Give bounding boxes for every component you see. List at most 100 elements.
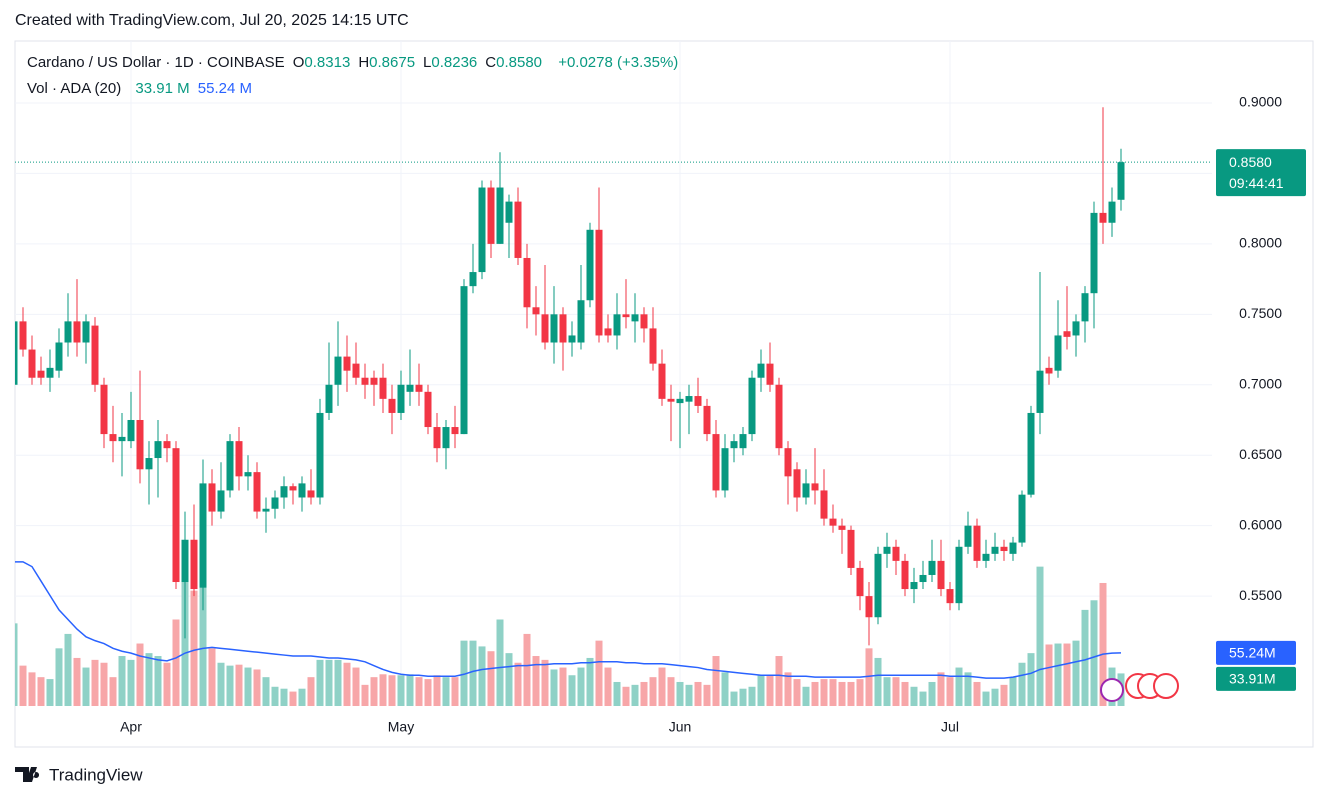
candle-body: [19, 321, 27, 350]
created-note: Created with TradingView.com, Jul 20, 20…: [15, 12, 409, 29]
volume-bar: [415, 677, 423, 706]
volume-ma-value: 55.24 M: [197, 80, 252, 97]
volume-bar: [325, 659, 333, 706]
volume-bar: [379, 674, 387, 706]
volume-bar: [334, 659, 342, 706]
last-price-tag: [1216, 149, 1306, 197]
volume-tag: [1216, 640, 1296, 665]
volume-bar: [127, 659, 135, 706]
candle-body: [1027, 412, 1035, 495]
volume-value: 33.91 M: [135, 80, 190, 97]
volume-bar: [145, 653, 153, 706]
volume-bar: [172, 619, 180, 706]
candle-body: [1018, 494, 1026, 543]
candle-body: [802, 483, 810, 498]
volume-bar: [316, 659, 324, 706]
volume-bar: [226, 665, 234, 706]
logo: TradingView: [15, 765, 143, 784]
volume-bar: [1054, 643, 1062, 706]
candle-body: [298, 483, 306, 498]
candle-body: [415, 384, 423, 392]
candle-body: [586, 229, 594, 301]
candle-body: [262, 508, 270, 512]
candle-body: [82, 321, 90, 343]
volume-bar: [685, 684, 693, 706]
volume-bar: [37, 677, 45, 706]
ohlc: O0.8313 H0.8675 L0.8236 C0.8580: [293, 54, 550, 71]
volume-bar: [244, 667, 252, 706]
volume-bar: [19, 665, 27, 706]
candle-body: [280, 486, 288, 498]
volume-bar: [937, 672, 945, 706]
candle-body: [1090, 212, 1098, 294]
candle-body: [550, 314, 558, 343]
candle-body: [217, 490, 225, 512]
volume-bar: [370, 677, 378, 706]
candle-body: [568, 335, 576, 343]
volume-bar: [217, 662, 225, 706]
volume-bar: [892, 677, 900, 706]
candle-body: [154, 441, 162, 459]
volume-bar: [622, 686, 630, 706]
candle-body: [649, 328, 657, 364]
volume-bar: [766, 675, 774, 706]
logo-mark: [15, 767, 40, 782]
volume-bar: [235, 664, 243, 706]
y-tick-label: 0.8000: [1239, 235, 1282, 251]
candle-body: [1045, 367, 1053, 374]
ohlc-label: O: [292, 54, 305, 71]
volume-bar: [82, 667, 90, 706]
volume-bar: [577, 667, 585, 706]
candle-body: [181, 539, 189, 583]
volume-bar: [253, 669, 261, 706]
volume-tag: [1216, 666, 1296, 691]
volume-bar: [73, 657, 81, 706]
x-tick-label: May: [388, 719, 414, 735]
candle-body: [676, 398, 684, 404]
volume-bar: [91, 659, 99, 706]
volume-bar: [451, 677, 459, 706]
volume-bar: [829, 679, 837, 706]
candle-body: [1000, 546, 1008, 552]
volume-bar: [388, 675, 396, 706]
chart-frame: [14, 40, 1314, 748]
volume-bar: [1090, 600, 1098, 706]
volume-bar: [640, 681, 648, 706]
volume-bar: [532, 656, 540, 706]
candle-body: [892, 546, 900, 561]
y-tick-label: 0.9000: [1239, 94, 1282, 110]
candle-body: [622, 314, 630, 318]
candle-body: [739, 434, 747, 449]
candle-body: [685, 396, 693, 402]
candle-body: [613, 314, 621, 336]
volume-bar: [271, 686, 279, 706]
candle-body: [271, 497, 279, 509]
candle-body: [109, 434, 117, 442]
price-pane: [15, 107, 1125, 646]
candle-body: [451, 427, 459, 435]
candle-body: [847, 529, 855, 568]
candle-body: [766, 363, 774, 385]
volume-bar: [541, 659, 549, 706]
candle-body: [946, 589, 954, 604]
volume-bar: [1018, 662, 1026, 706]
volume-bar: [595, 640, 603, 706]
volume-bar: [136, 643, 144, 706]
volume-bar: [208, 648, 216, 706]
candle-body: [361, 377, 369, 385]
candle-body: [730, 441, 738, 449]
ohlc-label: H: [358, 54, 370, 71]
volume-bar: [397, 675, 405, 706]
candle-body: [694, 396, 702, 406]
candle-body: [1063, 331, 1071, 337]
volume-bar: [712, 656, 720, 706]
candle-body: [15, 321, 18, 385]
volume-bar: [154, 656, 162, 706]
volume-bar: [1036, 566, 1044, 706]
volume-bar: [523, 633, 531, 706]
candle-body: [406, 384, 414, 392]
y-tick-label: 0.7000: [1239, 375, 1282, 391]
volume-bar: [280, 688, 288, 706]
